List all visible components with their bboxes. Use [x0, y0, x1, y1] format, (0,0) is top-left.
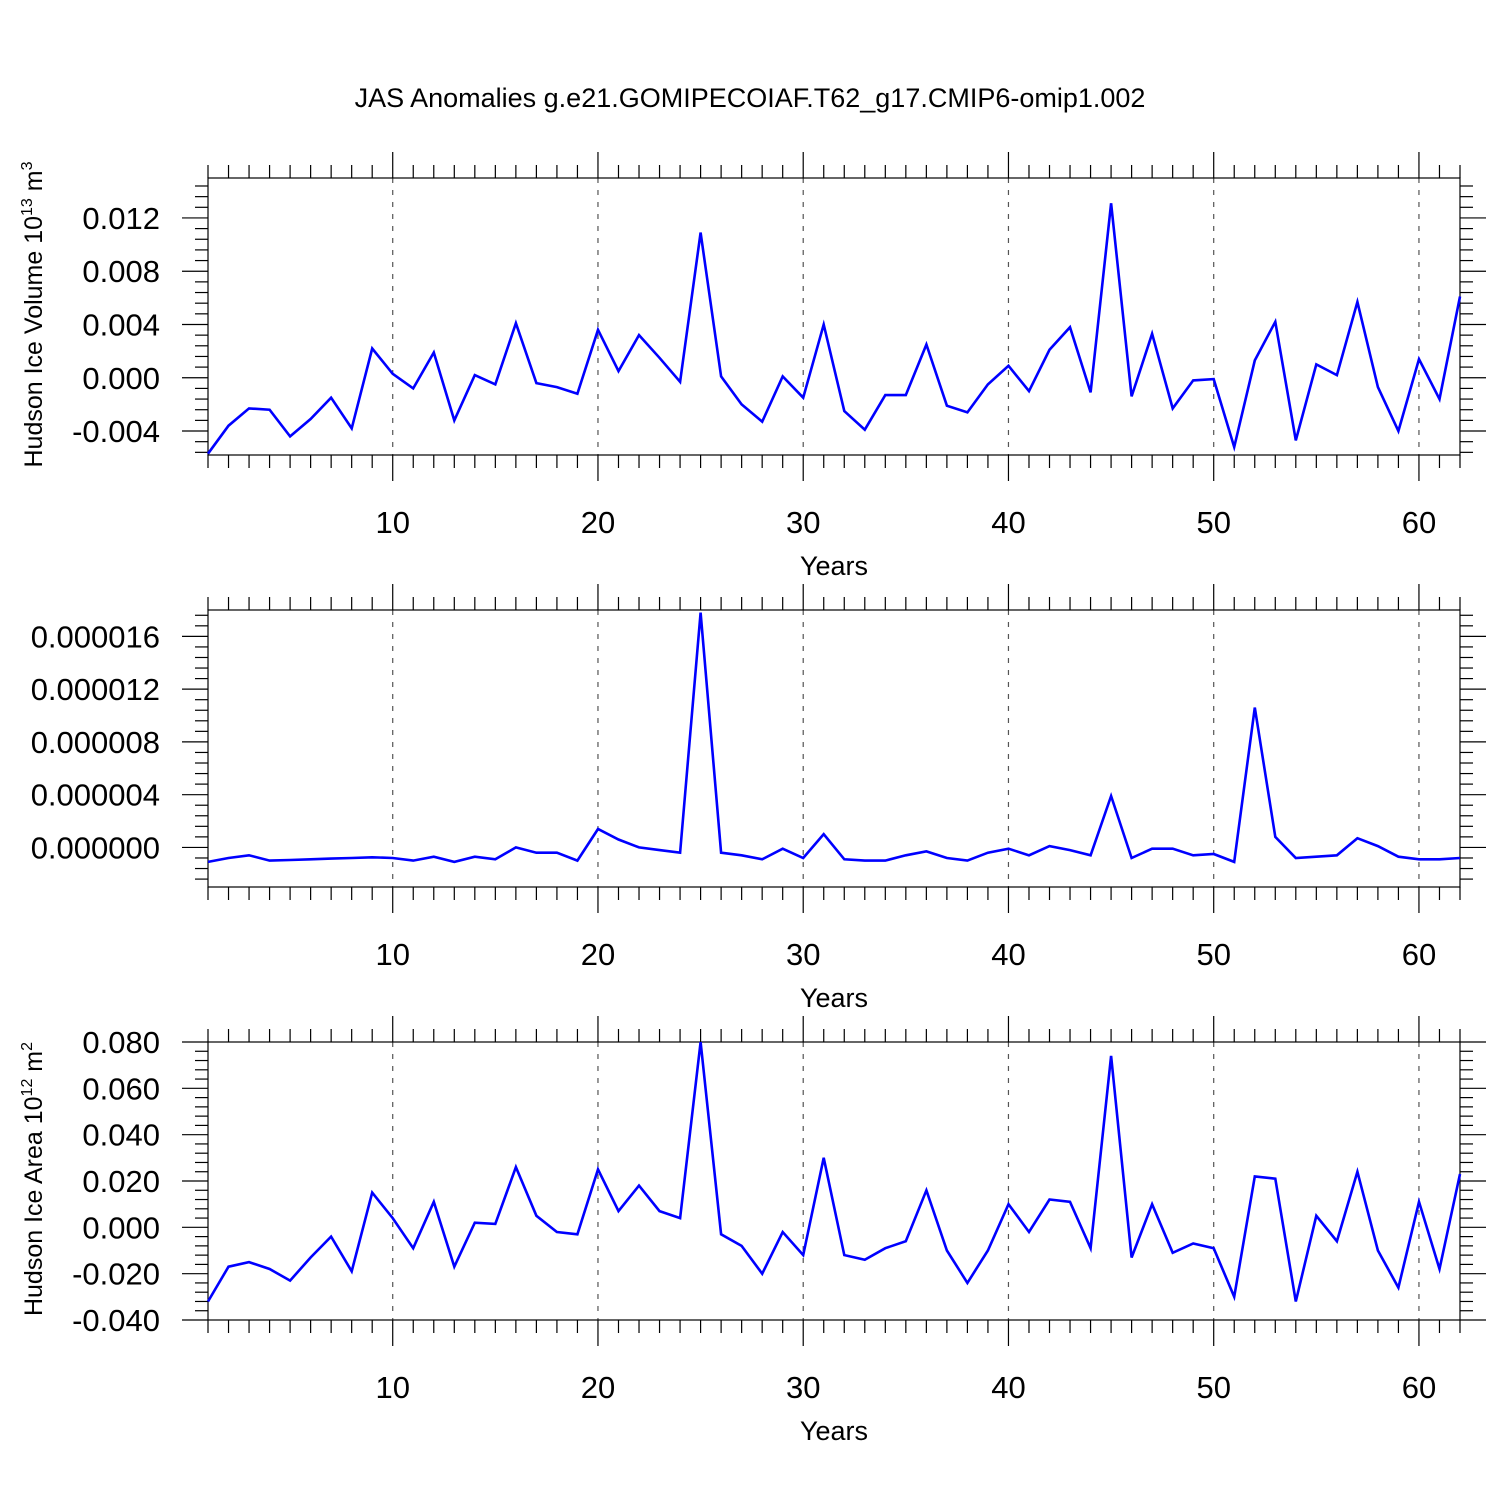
y-tick-label: 0.020 — [82, 1164, 160, 1199]
y-axis-title: Hudson Ice Area 1012 m2 — [19, 1042, 48, 1316]
x-tick-label: 10 — [375, 505, 409, 540]
y-axis-title-text: Hudson Ice Volume 10 — [20, 216, 48, 468]
x-tick-label: 40 — [991, 937, 1025, 972]
x-tick-label: 50 — [1196, 937, 1230, 972]
x-tick-label: 30 — [786, 937, 820, 972]
x-tick-label: 50 — [1196, 1370, 1230, 1405]
y-tick-label: 0.000012 — [31, 672, 160, 707]
panel-2: 0.000000 0.000004 0.000008 0.000012 0.000016… — [31, 584, 1486, 1013]
y-tick-label: 0.000016 — [31, 619, 160, 654]
y-axis-title-exp: 13 — [19, 198, 36, 216]
plot-frame — [207, 609, 1461, 888]
x-tick-label: 30 — [786, 505, 820, 540]
x-tick-label: 10 — [375, 1370, 409, 1405]
y-axis-title-unit-exp: 2 — [19, 1042, 36, 1051]
y-axis-title: Hudson Ice Volume 1013 m3 — [19, 161, 48, 467]
x-tick-label: 10 — [375, 937, 409, 972]
plot-frame — [207, 1041, 1461, 1321]
y-axis-title-unit: m — [20, 170, 48, 198]
y-tick-label: 0.040 — [82, 1118, 160, 1153]
x-tick-label: 40 — [991, 1370, 1025, 1405]
y-tick-label: 0.060 — [82, 1071, 160, 1106]
y-tick-label: 0.080 — [82, 1025, 160, 1060]
y-tick-label: 0.012 — [82, 201, 160, 236]
series-line — [207, 612, 1461, 864]
x-tick-label: 40 — [991, 505, 1025, 540]
y-tick-label: 0.000000 — [31, 830, 160, 865]
y-tick-label: -0.040 — [72, 1303, 160, 1338]
figure-title: JAS Anomalies g.e21.GOMIPECOIAF.T62_g17.… — [355, 83, 1146, 113]
series-line — [206, 1041, 1462, 1303]
x-tick-label: 30 — [786, 1370, 820, 1405]
y-axis-title-exp: 12 — [19, 1079, 36, 1097]
x-axis-title: Years — [800, 1416, 868, 1446]
y-tick-label: 0.000 — [82, 361, 160, 396]
y-tick-label: 0.008 — [82, 254, 160, 289]
y-tick-label: 0.000 — [82, 1210, 160, 1245]
plot-frame — [207, 177, 1461, 456]
y-tick-label: 0.000008 — [31, 725, 160, 760]
y-tick-label: -0.020 — [72, 1257, 160, 1292]
y-axis-title-text: Hudson Ice Area 10 — [20, 1096, 48, 1316]
x-tick-label: 60 — [1402, 937, 1436, 972]
x-tick-label: 60 — [1402, 1370, 1436, 1405]
x-axis-title: Years — [800, 983, 868, 1013]
y-axis-title-unit-exp: 3 — [19, 161, 36, 170]
x-tick-label: 20 — [581, 1370, 615, 1405]
y-tick-label: -0.004 — [72, 414, 160, 449]
panel-3: -0.040 -0.020 0.000 0.020 0.040 0.060 0.080 10 2… — [19, 1016, 1486, 1446]
panels: -0.004 0.000 0.004 0.008 0.012 10 20 30 40 50 60 Ye… — [19, 152, 1486, 1446]
y-axis-title-unit: m — [20, 1051, 48, 1079]
panel-1: -0.004 0.000 0.004 0.008 0.012 10 20 30 40 50 60 Ye… — [19, 152, 1486, 581]
y-tick-label: 0.004 — [82, 307, 160, 342]
x-tick-label: 50 — [1196, 505, 1230, 540]
x-tick-label: 60 — [1402, 505, 1436, 540]
series-line — [206, 203, 1462, 455]
x-tick-label: 20 — [581, 937, 615, 972]
y-tick-label: 0.000004 — [31, 778, 160, 813]
x-tick-label: 20 — [581, 505, 615, 540]
x-axis-title: Years — [800, 551, 868, 581]
